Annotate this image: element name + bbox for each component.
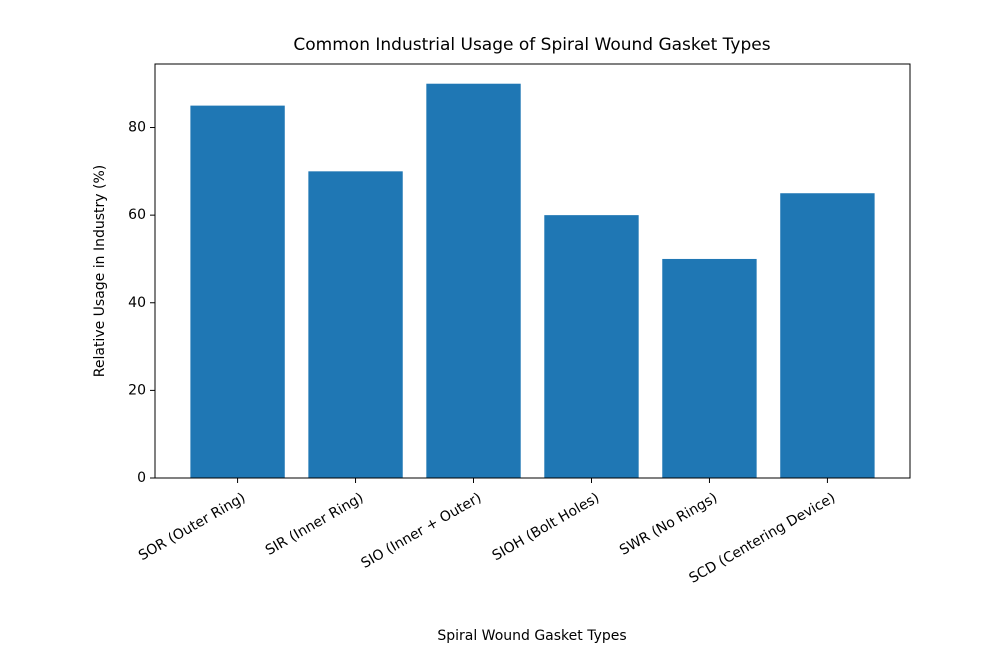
bar xyxy=(190,105,285,478)
bar xyxy=(426,83,521,478)
bar xyxy=(308,171,403,479)
x-tick-label: SIOH (Bolt Holes) xyxy=(490,490,603,564)
y-tick-label: 0 xyxy=(137,470,146,486)
plot-frame xyxy=(154,63,911,479)
x-tick-label: SWR (No Rings) xyxy=(617,490,720,559)
chart-title: Common Industrial Usage of Spiral Wound … xyxy=(293,35,770,55)
bar xyxy=(544,215,639,478)
y-tick-label: 60 xyxy=(128,207,146,223)
y-axis-label: Relative Usage in Industry (%) xyxy=(92,165,108,377)
y-tick-label: 20 xyxy=(128,382,146,398)
x-axis-label: Spiral Wound Gasket Types xyxy=(437,628,626,644)
y-tick-label: 80 xyxy=(128,120,146,136)
y-tick-label: 40 xyxy=(128,295,146,311)
x-tick-label: SIO (Inner + Outer) xyxy=(358,490,484,572)
bar xyxy=(780,193,875,478)
x-tick-label: SOR (Outer Ring) xyxy=(136,490,248,564)
bar xyxy=(662,258,757,478)
x-tick-label: SIR (Inner Ring) xyxy=(263,490,366,559)
